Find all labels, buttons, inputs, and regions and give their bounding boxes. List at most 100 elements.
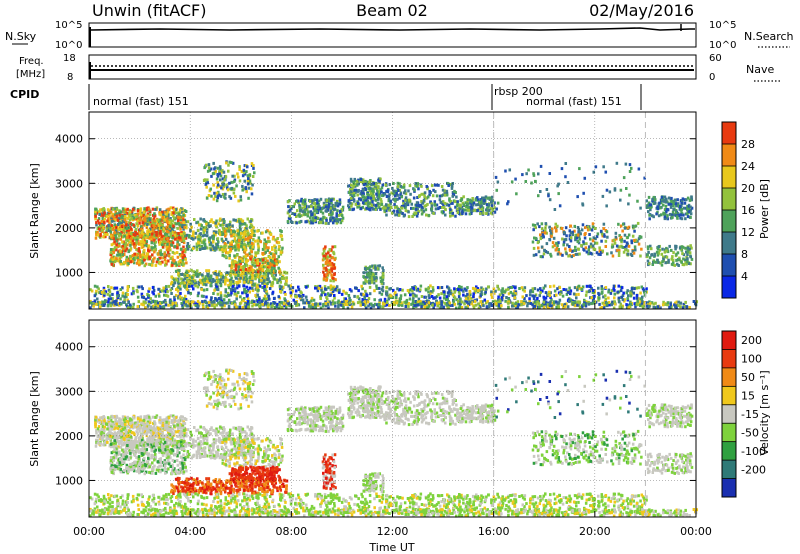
power-cell xyxy=(110,252,114,256)
power-cell xyxy=(659,261,662,265)
power-cell xyxy=(398,182,401,186)
power-cell xyxy=(254,251,257,255)
power-cell xyxy=(151,248,154,252)
power-cell xyxy=(416,208,419,212)
power-cell xyxy=(235,294,239,298)
power-cell xyxy=(185,244,189,248)
power-cell xyxy=(383,300,387,304)
power-cell xyxy=(672,201,675,205)
power-cell xyxy=(140,213,143,217)
power-cell xyxy=(169,257,173,260)
power-cell xyxy=(545,231,548,235)
power-cell xyxy=(286,200,290,204)
power-cell xyxy=(321,211,325,215)
power-cell xyxy=(170,222,174,226)
power-cell xyxy=(108,219,111,223)
power-cell xyxy=(362,198,365,202)
power-cell xyxy=(161,210,164,214)
power-cell xyxy=(366,199,370,203)
power-cell xyxy=(140,261,143,265)
power-cell xyxy=(280,287,284,291)
power-cell xyxy=(374,279,378,283)
power-cell xyxy=(151,263,154,267)
power-cell xyxy=(182,232,186,236)
power-cell xyxy=(246,182,250,186)
power-cell xyxy=(671,215,674,219)
power-cell xyxy=(250,242,254,245)
power-cell xyxy=(268,280,271,284)
power-cell xyxy=(172,214,175,218)
power-cell xyxy=(140,240,144,244)
power-cell xyxy=(167,208,171,212)
power-cell xyxy=(509,290,513,294)
power-cell xyxy=(203,166,206,170)
power-cell xyxy=(181,250,184,254)
power-cell xyxy=(240,241,244,245)
power-cell xyxy=(656,253,660,257)
power-cell xyxy=(363,196,367,200)
power-cell xyxy=(129,248,132,252)
power-cell xyxy=(144,262,148,266)
power-cell xyxy=(293,213,297,216)
power-cell xyxy=(203,238,206,242)
power-cell xyxy=(339,221,343,225)
power-cell xyxy=(673,263,677,267)
power-cell xyxy=(608,190,612,194)
power-cell xyxy=(166,210,170,214)
power-cell xyxy=(356,301,360,305)
power-cell xyxy=(310,221,313,225)
power-cell xyxy=(141,256,145,260)
power-cell xyxy=(496,284,499,288)
power-cell xyxy=(225,229,228,233)
power-cell xyxy=(220,299,224,303)
power-cell xyxy=(409,288,413,292)
power-cell xyxy=(219,298,223,302)
power-cell xyxy=(653,201,657,205)
power-cell xyxy=(250,224,254,228)
power-cell xyxy=(276,237,279,240)
power-cell xyxy=(237,280,240,284)
power-cell xyxy=(496,180,500,184)
power-cell xyxy=(148,257,151,261)
power-cell xyxy=(109,253,113,257)
power-cell xyxy=(352,192,356,195)
power-cell xyxy=(295,221,298,225)
power-cell xyxy=(688,247,691,251)
noise-left-label: N.Sky xyxy=(5,30,37,43)
freq-label-2: [MHz] xyxy=(16,69,45,80)
power-cell xyxy=(234,263,238,267)
power-cell xyxy=(309,216,312,220)
power-cell xyxy=(435,294,439,298)
power-cell xyxy=(247,267,250,271)
power-cell xyxy=(625,244,628,248)
power-cell xyxy=(205,163,208,167)
power-cell xyxy=(215,280,218,284)
power-cell xyxy=(177,274,181,278)
power-cell xyxy=(239,221,243,225)
power-cell xyxy=(576,247,580,251)
power-cell xyxy=(646,245,650,249)
power-cell xyxy=(334,203,338,207)
power-cell xyxy=(212,197,216,201)
power-cell xyxy=(190,225,193,229)
power-cell xyxy=(161,214,165,218)
power-cell xyxy=(212,240,215,244)
power-cell xyxy=(615,237,618,241)
power-cell xyxy=(167,230,170,234)
power-cell xyxy=(372,181,376,185)
power-cell xyxy=(533,224,537,227)
power-cell xyxy=(514,177,517,181)
power-cell xyxy=(357,178,360,182)
power-cell xyxy=(202,231,206,234)
power-cell xyxy=(449,208,452,212)
power-cell xyxy=(223,242,227,245)
power-cell xyxy=(149,223,152,227)
power-cell xyxy=(237,217,241,221)
power-cell xyxy=(289,291,293,295)
power-cell xyxy=(191,235,194,239)
power-cell xyxy=(574,293,578,297)
power-cell xyxy=(242,170,246,174)
power-cell xyxy=(175,237,179,241)
power-cell xyxy=(126,243,129,247)
